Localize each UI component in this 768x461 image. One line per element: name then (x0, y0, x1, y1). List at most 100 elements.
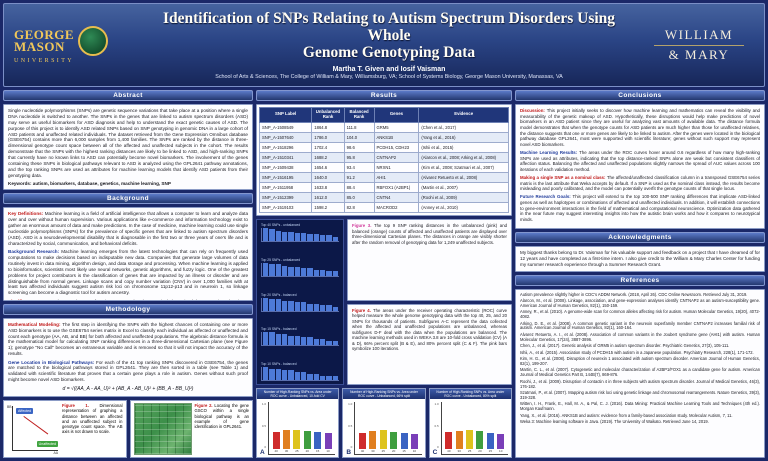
figure-3-caption-text: The top 9 SNP ranking distances in the u… (352, 223, 507, 245)
roc-chart-area: 1.0 0.5 0 40 30 25 20 15 10 (257, 399, 338, 457)
wm-word-william: WILLIAM (664, 27, 734, 43)
wm-logo: WILLIAM & MARY (644, 27, 754, 62)
background-panel: Key Definitions: Machine learning is a f… (3, 207, 253, 301)
figure-1-caption-text: Dimensional representation of graphing a… (62, 403, 123, 435)
bar (275, 264, 281, 276)
bar-group: 30 (282, 430, 291, 454)
mini-chart-title: Top 40 SNPs - unbalanced (261, 223, 301, 228)
results-captions: Figure 3. The top 9 SNP ranking distance… (347, 219, 512, 385)
bar (326, 305, 332, 311)
table-cell: SNP_A-1508549 (258, 121, 313, 133)
table-cell: 1633.8 (311, 182, 345, 194)
bar (300, 372, 307, 380)
figure-2-panel: Figure 2. Locating the gene GSCO within … (129, 400, 253, 458)
distance-formula: d = √((AA_A - AA_U)² + (AB_A - AB_U)² + … (62, 385, 194, 392)
bar (288, 231, 294, 242)
methodology-heading: Methodology (3, 303, 253, 315)
reference-item: Kim, H. G., et al. (2008). Disruption of… (520, 355, 760, 366)
mini-chart-title: Top 10 SNPs - balanced (261, 361, 297, 366)
bar (300, 337, 307, 346)
x-tick-label: 40 (360, 449, 365, 453)
roc-chart: Number of High-Ranking SNPs vs. Area und… (256, 388, 340, 458)
bar (466, 430, 474, 449)
figure-1-panel: BB AA Affected Unaffected Figure 1. Dime… (3, 400, 127, 458)
mini-chart-title: Top 20 SNPs - balanced (261, 292, 297, 297)
roc-plot: 40 30 25 20 15 10 (354, 402, 422, 455)
bar (307, 234, 313, 242)
figure-1-caption: Figure 1. Dimensional representation of … (62, 403, 123, 455)
table-row: SNP_A-1510341 1688.2 95.8 CNTNAP2 (Alarcon e… (258, 151, 509, 164)
reference-item: Yang, X., et al. (2016). ANKS1B and auti… (520, 412, 733, 418)
bar (324, 433, 332, 449)
x-tick-label: 15 (402, 449, 406, 453)
column-right: Conclusions Discussion: This project ini… (515, 90, 765, 458)
bar (445, 432, 453, 449)
figure-1-caption-lead: Figure 1. (62, 403, 89, 408)
table-cell: SNP_A-1516195 (258, 172, 313, 184)
table-column-header: Unbalanced Rank (311, 107, 345, 123)
reference-item: Roohi, J., et al. (2009). Disruption of … (520, 378, 760, 389)
y-tick-label: 1.0 (348, 402, 353, 407)
acknowledgments-panel: My biggest thanks belong to Dr. Vaisman … (515, 245, 765, 272)
mini-bar-chart: Top 20 SNPs - balanced (261, 293, 339, 312)
x-tick-label: 15 (488, 449, 493, 453)
roc-chart: Number of High-Ranking SNPs vs. Area und… (428, 388, 512, 458)
gmu-word-university: UNIVERSITY (14, 58, 74, 64)
bar (390, 431, 398, 449)
column-results: Results SNP Label Unbalanced Rank Balanced… (256, 90, 512, 458)
bar (288, 266, 294, 276)
column-left: Abstract Single nucleotide polymorphisms… (3, 90, 253, 458)
table-row: SNP_A-1507640 1786.0 104.0 ANKS1B (Yang et a… (258, 131, 509, 143)
bullet-item: Significance: In 2018, the CDC (Centers … (8, 299, 248, 300)
table-cell: (Chen et al., 2017) (418, 121, 509, 133)
y-tick-label: 0 (350, 445, 353, 449)
poster-header: GEORGE MASON UNIVERSITY Identification o… (3, 3, 765, 87)
distance-charts-panel: Top 40 SNPs - unbalanced Top 25 SNPs - un… (256, 219, 344, 385)
figure-2-caption: Figure 2. Locating the gene GSCO within … (195, 403, 250, 455)
figure-4-caption-text: The areas under the receiver operating c… (352, 307, 507, 352)
table-cell: (Anney et al., 2010) (418, 202, 509, 214)
bullet-lead: Gene Location in Biological Pathways: (8, 359, 97, 365)
bar (294, 232, 300, 242)
bar (288, 335, 294, 346)
bar (400, 432, 408, 449)
bar (275, 299, 281, 311)
x-tick-label: 30 (457, 449, 461, 453)
mini-chart-bars (261, 366, 339, 381)
figure-3-caption: Figure 3. The top 9 SNP ranking distance… (347, 219, 512, 301)
results-heading: Results (256, 90, 512, 101)
figure-2-caption-lead: Figure 2. (194, 403, 213, 408)
abstract-heading: Abstract (3, 90, 253, 101)
bar (307, 268, 313, 276)
bar (476, 431, 484, 449)
table-cell: ANKS1B (373, 131, 420, 143)
figure-3-caption-lead: Figure 3. (352, 223, 372, 229)
figure-4-caption-lead: Figure 4. (352, 307, 371, 313)
bullet-lead: Significance: (8, 299, 38, 300)
snp-table: SNP Label Unbalanced Rank Balanced Rank Gen… (258, 107, 509, 214)
bullet-lead: Future Research Goals: (520, 194, 573, 200)
bullet-lead: Discussion: (520, 108, 547, 113)
bar (319, 375, 326, 380)
figure-4-caption: Figure 4. The areas under the receiver o… (347, 303, 512, 385)
bullet-item: Making a single SNP as a nominal class: … (520, 174, 760, 192)
bullet-lead: Making a single SNP as a nominal class: (520, 174, 607, 180)
table-cell: MACROD2 (373, 202, 420, 214)
table-cell: 111.8 (343, 121, 375, 133)
table-cell: 1864.8 (311, 121, 345, 133)
bullet-item: Mathematical Modeling: The first step in… (8, 321, 248, 357)
y-tick-label: 0 (264, 445, 266, 449)
bar (269, 264, 275, 276)
figure-1-x-axis-label: AA (53, 450, 58, 455)
methodology-figures-row: BB AA Affected Unaffected Figure 1. Dime… (3, 400, 253, 458)
bar-group: 10 (410, 434, 419, 454)
bar (332, 236, 338, 242)
roc-plot: 40 30 25 20 15 10 (268, 402, 336, 455)
table-cell: 1640.0 (311, 172, 345, 184)
table-cell: 93.4 (343, 161, 375, 174)
figure-1-axes (12, 406, 58, 451)
bar (332, 270, 338, 276)
bar (303, 430, 311, 449)
x-tick-label: 40 (274, 449, 278, 453)
table-body: SNP_A-1508549 1864.8 111.8 GRM5 (Chen et al.… (258, 121, 509, 214)
